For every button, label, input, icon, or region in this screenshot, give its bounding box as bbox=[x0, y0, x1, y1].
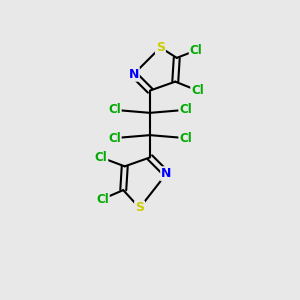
Text: Cl: Cl bbox=[179, 103, 192, 116]
Text: Cl: Cl bbox=[108, 132, 121, 145]
Text: Cl: Cl bbox=[108, 103, 121, 116]
Text: S: S bbox=[135, 202, 144, 214]
Text: Cl: Cl bbox=[179, 132, 192, 145]
Text: Cl: Cl bbox=[94, 151, 107, 164]
Text: Cl: Cl bbox=[190, 44, 202, 57]
Text: S: S bbox=[156, 41, 165, 54]
Text: Cl: Cl bbox=[191, 84, 204, 97]
Text: N: N bbox=[128, 68, 139, 81]
Text: N: N bbox=[161, 167, 172, 180]
Text: Cl: Cl bbox=[96, 193, 109, 206]
